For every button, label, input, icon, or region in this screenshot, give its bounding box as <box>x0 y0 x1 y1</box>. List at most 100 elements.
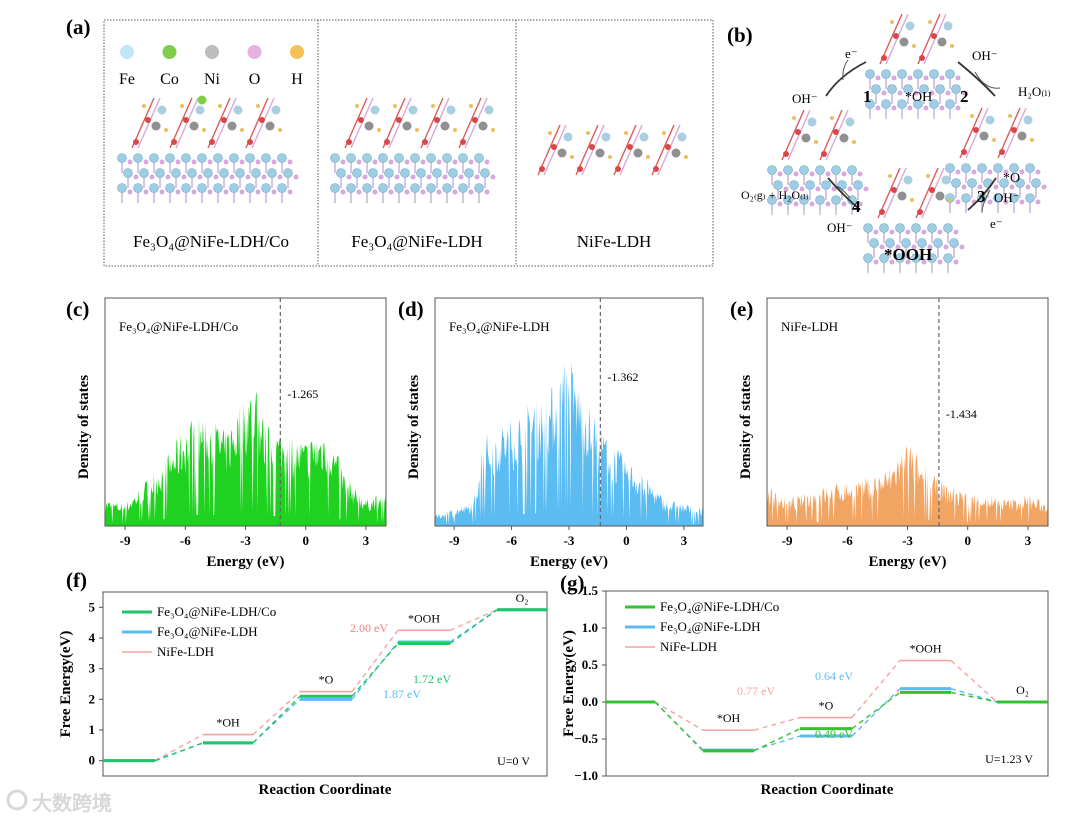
plot-frame <box>605 590 1049 777</box>
atom-fe-icon <box>945 99 955 109</box>
atom-h-icon <box>393 104 397 108</box>
atom-fe-icon <box>181 183 191 193</box>
atom-fe-icon <box>815 165 825 175</box>
atom-ni-icon <box>935 191 945 201</box>
x-axis-label: Energy (eV) <box>207 554 285 570</box>
dos-chart-c: (c) -1.265 Fe₃O₄@NiFe-LDH/Co -9 -6 -3 0 3 Energy… <box>66 297 387 570</box>
atom-o-icon <box>358 117 364 123</box>
atom-h-icon <box>453 128 457 132</box>
chart-title: NiFe-LDH <box>781 319 838 334</box>
atom-h-icon <box>608 155 612 159</box>
atom-fe-icon <box>767 195 777 205</box>
bond <box>921 167 945 219</box>
atom-o-icon <box>213 174 219 180</box>
atom-o-icon <box>472 117 478 123</box>
atom-fe-icon <box>943 223 953 233</box>
atom-ni-icon <box>633 148 643 158</box>
atom-o-icon <box>442 174 448 180</box>
oh-minus-label: OH⁻ <box>827 220 853 235</box>
atom-fe-icon <box>773 180 783 190</box>
atom-o-icon <box>420 189 426 195</box>
structure-label: Fe₃O₄@NiFe-LDH <box>351 232 482 251</box>
potential-label: U=1.23 V <box>985 752 1033 766</box>
atom-fe-icon <box>442 153 452 163</box>
atom-h-icon <box>646 155 650 159</box>
atom-fe-icon <box>362 153 372 163</box>
atom-fe-icon <box>943 21 953 31</box>
atom-o-icon <box>825 201 831 207</box>
bond <box>883 167 907 219</box>
atom-o-icon <box>873 259 879 265</box>
atom-o-icon <box>165 174 171 180</box>
atom-h-icon <box>792 116 796 120</box>
atom-o-icon <box>955 75 961 81</box>
bond <box>388 97 412 149</box>
structure-label: Fe₃O₄@NiFe-LDH/Co <box>133 232 289 251</box>
atom-fe-icon <box>277 183 287 193</box>
atom-h-icon <box>910 198 914 202</box>
e-minus-label: e⁻ <box>990 216 1003 231</box>
atom-ni-icon <box>899 37 909 47</box>
step-4: 4 <box>852 197 861 216</box>
atom-o-icon <box>777 201 783 207</box>
x-tick-label: -9 <box>449 533 460 548</box>
transition-line <box>753 735 801 751</box>
atom-h-icon <box>164 128 168 132</box>
atom-o-icon <box>891 75 897 81</box>
atom-o-icon <box>271 159 277 165</box>
transition-line <box>753 728 801 752</box>
atom-fe-icon <box>887 84 897 94</box>
atom-h-icon <box>1008 114 1012 118</box>
atom-o-icon <box>795 129 801 135</box>
x-tick-label: -3 <box>902 533 913 548</box>
cycle-structures <box>767 13 1047 273</box>
atom-ni-icon <box>478 121 488 131</box>
x-tick-label: 0 <box>623 533 630 548</box>
atom-fe-icon <box>879 253 889 263</box>
atom-fe-icon <box>1015 178 1025 188</box>
atom-o-icon <box>987 199 993 205</box>
legend-label: NiFe-LDH <box>157 644 214 659</box>
legend-label: Fe₃O₄@NiFe-LDH <box>660 619 760 634</box>
atom-o-icon <box>181 174 187 180</box>
atom-fe-icon <box>123 168 133 178</box>
atom-o-icon <box>378 174 384 180</box>
barrier-annotation: 2.00 eV <box>350 621 388 635</box>
atom-fe-icon <box>935 84 945 94</box>
atom-o-icon <box>229 174 235 180</box>
atom-o-icon <box>356 189 362 195</box>
transition-line <box>851 688 901 737</box>
atom-o-icon <box>404 159 410 165</box>
bond <box>137 97 161 149</box>
atom-o-icon <box>388 189 394 195</box>
atom-ni-icon <box>839 133 849 143</box>
y-tick-label: 1.0 <box>582 620 598 635</box>
atom-o-icon <box>394 174 400 180</box>
atom-h-icon <box>548 131 552 135</box>
atom-o-icon <box>937 259 943 265</box>
atom-fe-icon <box>815 195 825 205</box>
atom-o-icon <box>917 209 923 215</box>
atom-o-icon <box>973 127 979 133</box>
atom-h-icon <box>970 114 974 118</box>
atom-fe-icon <box>927 253 937 263</box>
atom-fe-icon <box>799 165 809 175</box>
atom-o-icon <box>259 117 265 123</box>
y-axis-label: Free Energy(eV) <box>58 631 74 738</box>
atom-o-icon <box>340 189 346 195</box>
atom-fe-icon <box>368 168 378 178</box>
bond <box>923 13 947 65</box>
atom-fe-icon <box>913 99 923 109</box>
atom-o-icon <box>247 139 253 145</box>
atom-ni-icon <box>595 148 605 158</box>
atom-h-icon <box>278 128 282 132</box>
atom-o-icon <box>127 189 133 195</box>
atom-fe-icon <box>897 99 907 109</box>
atom-fe-icon <box>831 165 841 175</box>
barrier-annotation: 1.72 eV <box>413 672 451 686</box>
watermark: 大数跨境 <box>6 789 112 815</box>
bond <box>1003 107 1027 159</box>
atom-o-icon <box>905 259 911 265</box>
y-tick-label: 0.5 <box>582 657 599 672</box>
atom-ni-icon <box>151 121 161 131</box>
